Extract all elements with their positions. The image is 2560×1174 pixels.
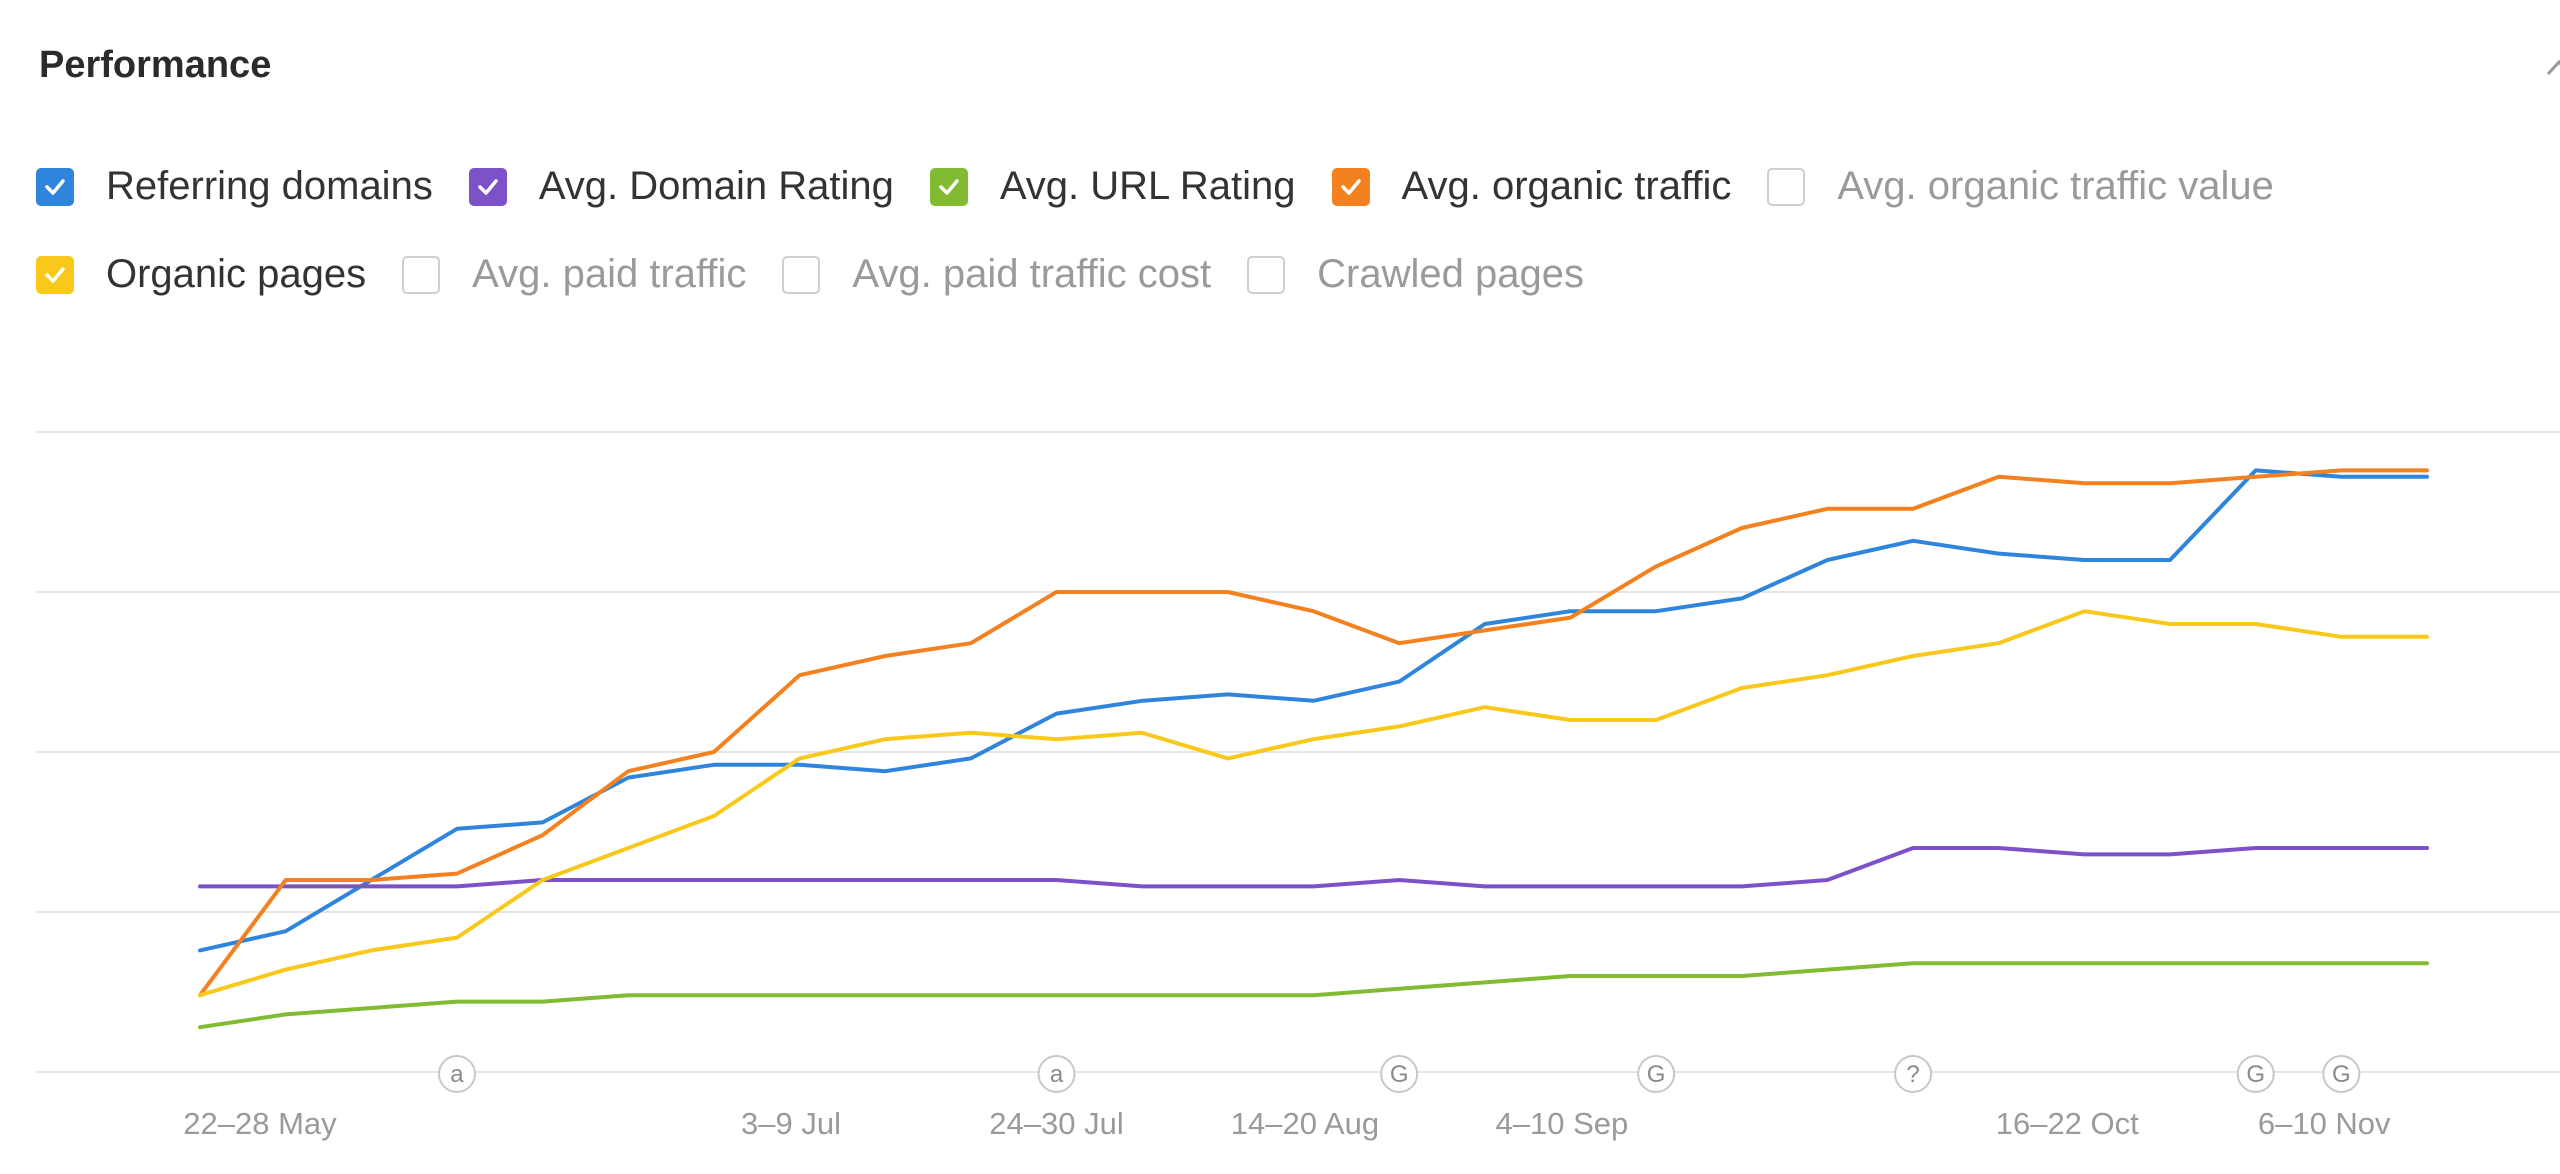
checkbox-avg-url-rating[interactable] bbox=[929, 167, 968, 206]
legend-crawled-pages[interactable]: Crawled pages bbox=[1247, 252, 1584, 297]
checkbox-crawled-pages[interactable] bbox=[1247, 255, 1286, 294]
annotation-label: ? bbox=[1906, 1061, 1919, 1088]
panel-title: Performance bbox=[39, 44, 272, 86]
checkbox-referring-domains[interactable] bbox=[36, 167, 74, 206]
check-icon bbox=[1340, 178, 1361, 195]
check-icon bbox=[45, 266, 65, 283]
legend-referring-domains[interactable]: Referring domains bbox=[36, 164, 433, 209]
series-line-avg-domain-rating bbox=[198, 846, 2429, 889]
legend-label-avg-organic-traffic: Avg. organic traffic bbox=[1401, 164, 1732, 208]
legend-label-organic-pages: Organic pages bbox=[106, 252, 367, 296]
x-tick-label: 14–20 Aug bbox=[1231, 1106, 1379, 1141]
series-line-organic-pages bbox=[198, 609, 2429, 998]
legend-row-2: Organic pages Avg. paid traffic Avg. pai… bbox=[36, 252, 1620, 297]
legend-avg-organic-traffic[interactable]: Avg. organic traffic bbox=[1331, 164, 1732, 209]
annotation-marker bbox=[437, 1055, 476, 1093]
x-tick-label: 16–22 Oct bbox=[1996, 1106, 2139, 1141]
legend-avg-organic-traffic-value[interactable]: Avg. organic traffic value bbox=[1767, 164, 2274, 209]
series-line-referring-domains bbox=[198, 468, 2429, 953]
x-tick-label: 22–28 May bbox=[183, 1106, 337, 1141]
annotation-label: G bbox=[2246, 1061, 2265, 1088]
check-icon bbox=[478, 178, 498, 195]
annotation-label: a bbox=[1050, 1061, 1064, 1088]
legend-label-avg-paid-traffic: Avg. paid traffic bbox=[472, 252, 747, 296]
legend-label-avg-paid-traffic-cost: Avg. paid traffic cost bbox=[852, 252, 1212, 296]
annotation-marker bbox=[2322, 1055, 2361, 1093]
annotation-label: G bbox=[1647, 1061, 1666, 1088]
x-tick-label: 3–9 Jul bbox=[741, 1106, 841, 1141]
legend-label-avg-domain-rating: Avg. Domain Rating bbox=[538, 164, 894, 208]
annotation-marker bbox=[1637, 1055, 1676, 1093]
legend-organic-pages[interactable]: Organic pages bbox=[36, 252, 366, 297]
series-line-avg-url-rating bbox=[198, 961, 2429, 1030]
checkbox-avg-organic-traffic[interactable] bbox=[1331, 167, 1370, 206]
legend-avg-url-rating[interactable]: Avg. URL Rating bbox=[929, 164, 1296, 209]
performance-line-chart: a a G G? G G 22–28 May 3–9 Jul 24–30 Jul 14–20 Au… bbox=[36, 431, 2560, 1141]
x-tick-label: 4–10 Sep bbox=[1496, 1106, 1629, 1141]
legend-label-avg-organic-traffic-value: Avg. organic traffic value bbox=[1837, 164, 2274, 208]
series-line-avg-organic-traffic bbox=[198, 468, 2429, 998]
x-tick-label: 6–10 Nov bbox=[2258, 1106, 2391, 1141]
check-icon bbox=[939, 178, 959, 195]
legend-label-referring-domains: Referring domains bbox=[106, 164, 433, 208]
checkbox-avg-paid-traffic-cost[interactable] bbox=[782, 255, 821, 294]
legend-row-1: Referring domains Avg. Domain Rating Avg… bbox=[36, 164, 2310, 209]
annotation-marker bbox=[2236, 1055, 2275, 1093]
legend-avg-paid-traffic-cost[interactable]: Avg. paid traffic cost bbox=[782, 252, 1211, 297]
check-icon bbox=[45, 178, 65, 195]
chevron-up-icon[interactable] bbox=[2544, 52, 2560, 82]
x-tick-label: 24–30 Jul bbox=[989, 1106, 1123, 1141]
legend-label-avg-url-rating: Avg. URL Rating bbox=[999, 164, 1296, 208]
legend-avg-domain-rating[interactable]: Avg. Domain Rating bbox=[468, 164, 894, 209]
annotation-marker bbox=[1037, 1055, 1076, 1093]
legend-avg-paid-traffic[interactable]: Avg. paid traffic bbox=[402, 252, 746, 297]
annotation-label: a bbox=[450, 1061, 464, 1088]
checkbox-avg-domain-rating[interactable] bbox=[468, 167, 507, 206]
annotation-label: G bbox=[2332, 1061, 2351, 1088]
checkbox-avg-organic-traffic-value[interactable] bbox=[1767, 167, 1806, 206]
annotation-marker bbox=[1894, 1055, 1933, 1093]
checkbox-organic-pages[interactable] bbox=[36, 255, 74, 294]
legend-label-crawled-pages: Crawled pages bbox=[1317, 252, 1584, 296]
checkbox-avg-paid-traffic[interactable] bbox=[402, 255, 441, 294]
annotation-label: G bbox=[1390, 1061, 1409, 1088]
annotation-marker bbox=[1380, 1055, 1419, 1093]
